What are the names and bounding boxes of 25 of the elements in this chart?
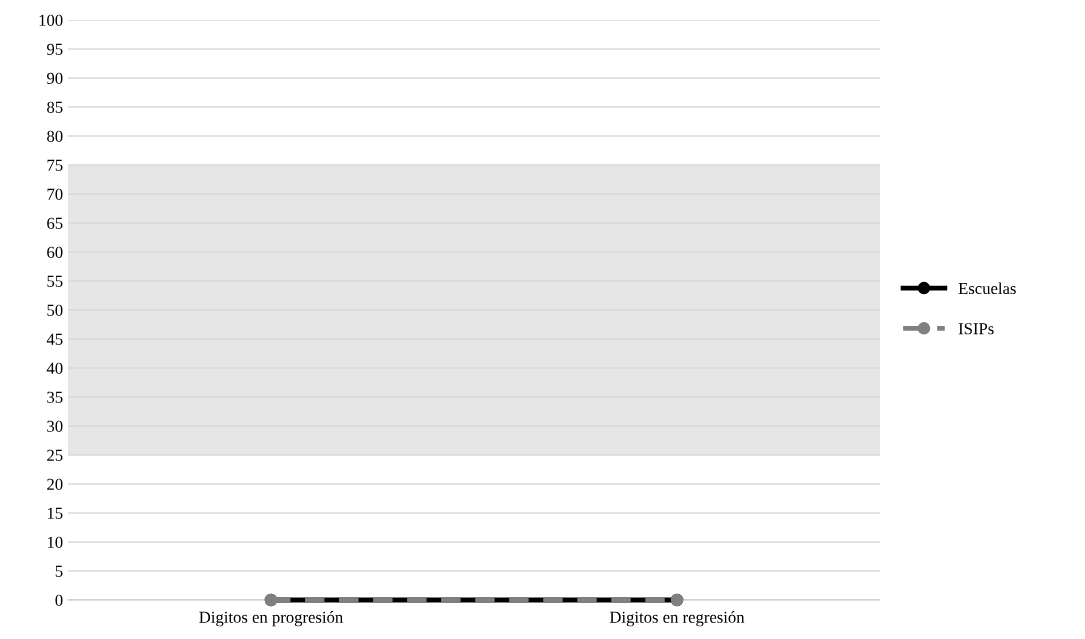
x-tick-label: Digitos en progresión [199,611,343,627]
y-tick-label: 25 [47,449,63,461]
legend-label: Escuelas [958,282,1016,295]
y-tick-label: 60 [47,246,63,258]
y-tick-label: 35 [47,391,63,403]
y-tick-label: 40 [46,362,63,374]
y-tick-label: 0 [55,594,63,606]
y-tick-label: 45 [46,333,63,345]
y-tick-label: 30 [47,420,63,432]
y-tick-label: 55 [47,275,63,287]
y-tick-label: 85 [47,101,63,113]
y-tick-label: 95 [47,43,63,55]
y-tick-label: 75 [47,159,63,171]
y-tick-label: 80 [47,130,63,142]
y-tick-label: 65 [47,217,63,229]
y-tick-label: 10 [47,536,63,548]
y-tick-label: 70 [47,188,63,200]
y-tick-label: 50 [47,304,63,316]
y-tick-label: 20 [47,478,63,490]
y-tick-label: 5 [55,565,63,577]
legend-label: ISIPs [958,323,994,335]
y-tick-label: 100 [39,14,63,26]
y-tick-label: 15 [47,507,63,519]
x-tick-label: Digitos en regresión [609,611,745,627]
y-tick-label: 90 [47,72,63,84]
